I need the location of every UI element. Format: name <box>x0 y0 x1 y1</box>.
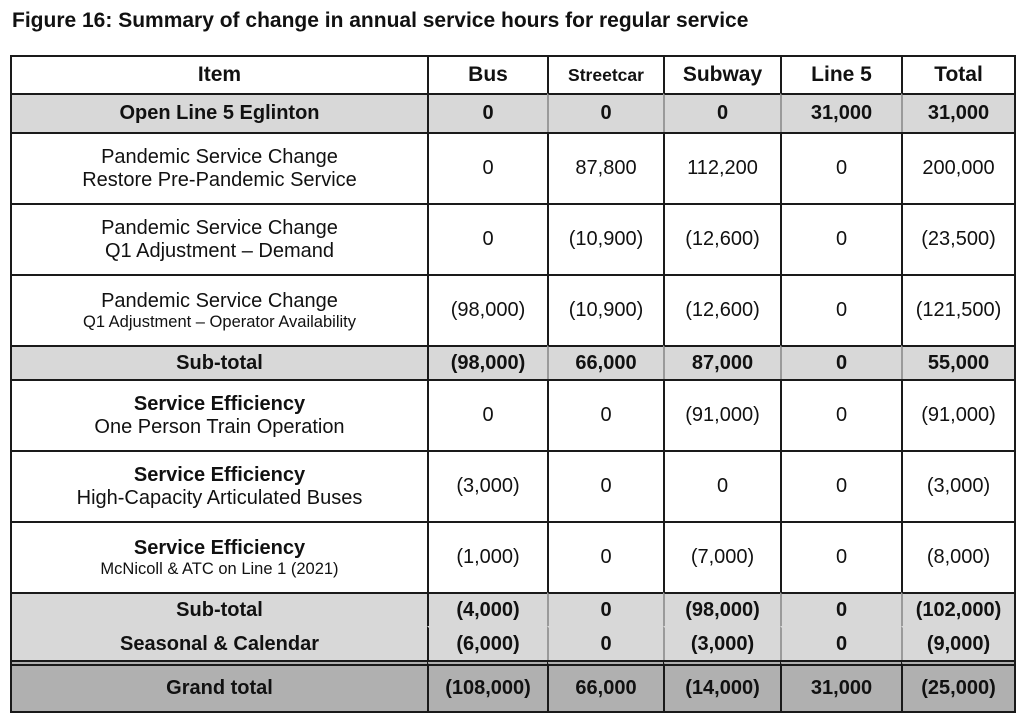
value-cell: 0 <box>780 345 901 380</box>
value-cell: 0 <box>780 450 901 522</box>
value-cell: (7,000) <box>663 521 780 593</box>
table-row-seasonal-calendar: Seasonal & Calendar (6,000) 0 (3,000) 0 … <box>12 626 1014 661</box>
value-cell: 112,200 <box>663 132 780 204</box>
table-row-q1-demand: Pandemic Service Change Q1 Adjustment – … <box>12 203 1014 275</box>
value-cell: 0 <box>547 592 663 627</box>
value-cell: (108,000) <box>427 660 547 712</box>
service-hours-summary-table: Item Bus Streetcar Subway Line 5 Total O… <box>10 55 1016 714</box>
value-cell: (121,500) <box>901 274 1014 346</box>
row-label: Service Efficiency High-Capacity Articul… <box>12 450 427 521</box>
value-cell: (98,000) <box>663 592 780 627</box>
column-header-line5: Line 5 <box>780 57 901 94</box>
value-cell: 0 <box>547 379 663 451</box>
value-cell: (6,000) <box>427 626 547 661</box>
row-label: Grand total <box>12 660 427 712</box>
value-cell: 31,000 <box>901 93 1014 133</box>
value-cell: (98,000) <box>427 345 547 380</box>
value-cell: (9,000) <box>901 626 1014 661</box>
value-cell: (3,000) <box>901 450 1014 522</box>
value-cell: (10,900) <box>547 274 663 346</box>
value-cell: 0 <box>427 379 547 451</box>
table-header-row: Item Bus Streetcar Subway Line 5 Total <box>12 57 1014 94</box>
value-cell: 87,000 <box>663 345 780 380</box>
value-cell: 0 <box>427 132 547 204</box>
value-cell: 0 <box>427 93 547 133</box>
column-header-total: Total <box>901 57 1014 94</box>
value-cell: 0 <box>780 203 901 275</box>
table-row-grand-total: Grand total (108,000) 66,000 (14,000) 31… <box>12 660 1014 712</box>
value-cell: (10,900) <box>547 203 663 275</box>
value-cell: 0 <box>663 450 780 522</box>
value-cell: 0 <box>780 274 901 346</box>
value-cell: (12,600) <box>663 274 780 346</box>
value-cell: 87,800 <box>547 132 663 204</box>
table-row-subtotal-2: Sub-total (4,000) 0 (98,000) 0 (102,000) <box>12 592 1014 627</box>
row-label: Service Efficiency One Person Train Oper… <box>12 379 427 450</box>
column-header-item: Item <box>197 63 242 87</box>
table-row-one-person-train: Service Efficiency One Person Train Oper… <box>12 379 1014 451</box>
value-cell: 200,000 <box>901 132 1014 204</box>
column-header-subway: Subway <box>663 57 780 94</box>
value-cell: 66,000 <box>547 345 663 380</box>
value-cell: 55,000 <box>901 345 1014 380</box>
table-row-q1-operator-availability: Pandemic Service Change Q1 Adjustment – … <box>12 274 1014 346</box>
column-header-bus: Bus <box>427 57 547 94</box>
row-label: Open Line 5 Eglinton <box>12 93 427 133</box>
value-cell: (91,000) <box>663 379 780 451</box>
value-cell: 66,000 <box>547 660 663 712</box>
value-cell: (23,500) <box>901 203 1014 275</box>
row-label: Sub-total <box>12 345 427 380</box>
value-cell: 0 <box>780 626 901 661</box>
value-cell: (8,000) <box>901 521 1014 593</box>
value-cell: 0 <box>780 592 901 627</box>
value-cell: (4,000) <box>427 592 547 627</box>
row-label: Pandemic Service Change Restore Pre-Pand… <box>12 132 427 203</box>
value-cell: 0 <box>547 521 663 593</box>
value-cell: 31,000 <box>780 93 901 133</box>
value-cell: (12,600) <box>663 203 780 275</box>
value-cell: (91,000) <box>901 379 1014 451</box>
value-cell: 31,000 <box>780 660 901 712</box>
value-cell: (1,000) <box>427 521 547 593</box>
value-cell: 0 <box>780 379 901 451</box>
value-cell: 0 <box>547 450 663 522</box>
table-row-open-line5: Open Line 5 Eglinton 0 0 0 31,000 31,000 <box>12 93 1014 133</box>
table-row-mcnicoll-atc: Service Efficiency McNicoll & ATC on Lin… <box>12 521 1014 593</box>
row-label: Pandemic Service Change Q1 Adjustment – … <box>12 274 427 345</box>
table-row-restore-prepandemic: Pandemic Service Change Restore Pre-Pand… <box>12 132 1014 204</box>
row-label: Pandemic Service Change Q1 Adjustment – … <box>12 203 427 274</box>
value-cell: (3,000) <box>663 626 780 661</box>
column-header-streetcar: Streetcar <box>547 57 663 94</box>
value-cell: 0 <box>780 132 901 204</box>
value-cell: 0 <box>547 626 663 661</box>
value-cell: 0 <box>780 521 901 593</box>
value-cell: (14,000) <box>663 660 780 712</box>
table-row-subtotal-1: Sub-total (98,000) 66,000 87,000 0 55,00… <box>12 345 1014 380</box>
value-cell: 0 <box>663 93 780 133</box>
value-cell: (98,000) <box>427 274 547 346</box>
value-cell: 0 <box>427 203 547 275</box>
row-label: Sub-total <box>12 592 427 627</box>
value-cell: (3,000) <box>427 450 547 522</box>
table-row-articulated-buses: Service Efficiency High-Capacity Articul… <box>12 450 1014 522</box>
row-label: Service Efficiency McNicoll & ATC on Lin… <box>12 521 427 592</box>
value-cell: (102,000) <box>901 592 1014 627</box>
row-label: Seasonal & Calendar <box>12 626 427 661</box>
value-cell: 0 <box>547 93 663 133</box>
figure-title: Figure 16: Summary of change in annual s… <box>12 9 749 32</box>
value-cell: (25,000) <box>901 660 1014 712</box>
